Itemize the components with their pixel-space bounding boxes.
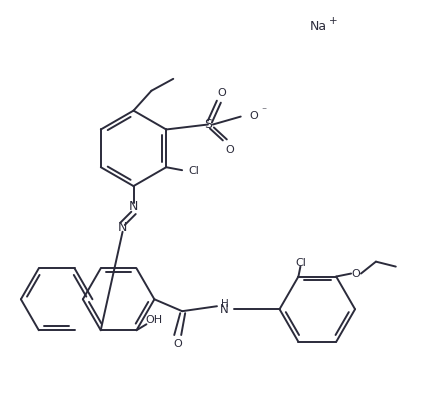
Text: N: N: [220, 303, 229, 316]
Text: O: O: [352, 269, 360, 279]
Text: Cl: Cl: [295, 258, 306, 268]
Text: Na: Na: [309, 20, 327, 33]
Text: H: H: [221, 299, 229, 309]
Text: ⁻: ⁻: [261, 107, 266, 117]
Text: O: O: [249, 111, 258, 121]
Text: +: +: [329, 16, 338, 26]
Text: O: O: [217, 88, 226, 98]
Text: N: N: [118, 221, 127, 234]
Text: O: O: [225, 145, 234, 155]
Text: O: O: [174, 339, 183, 349]
Text: N: N: [129, 201, 138, 214]
Text: Cl: Cl: [188, 166, 199, 176]
Text: S: S: [204, 118, 212, 131]
Text: OH: OH: [146, 315, 163, 325]
